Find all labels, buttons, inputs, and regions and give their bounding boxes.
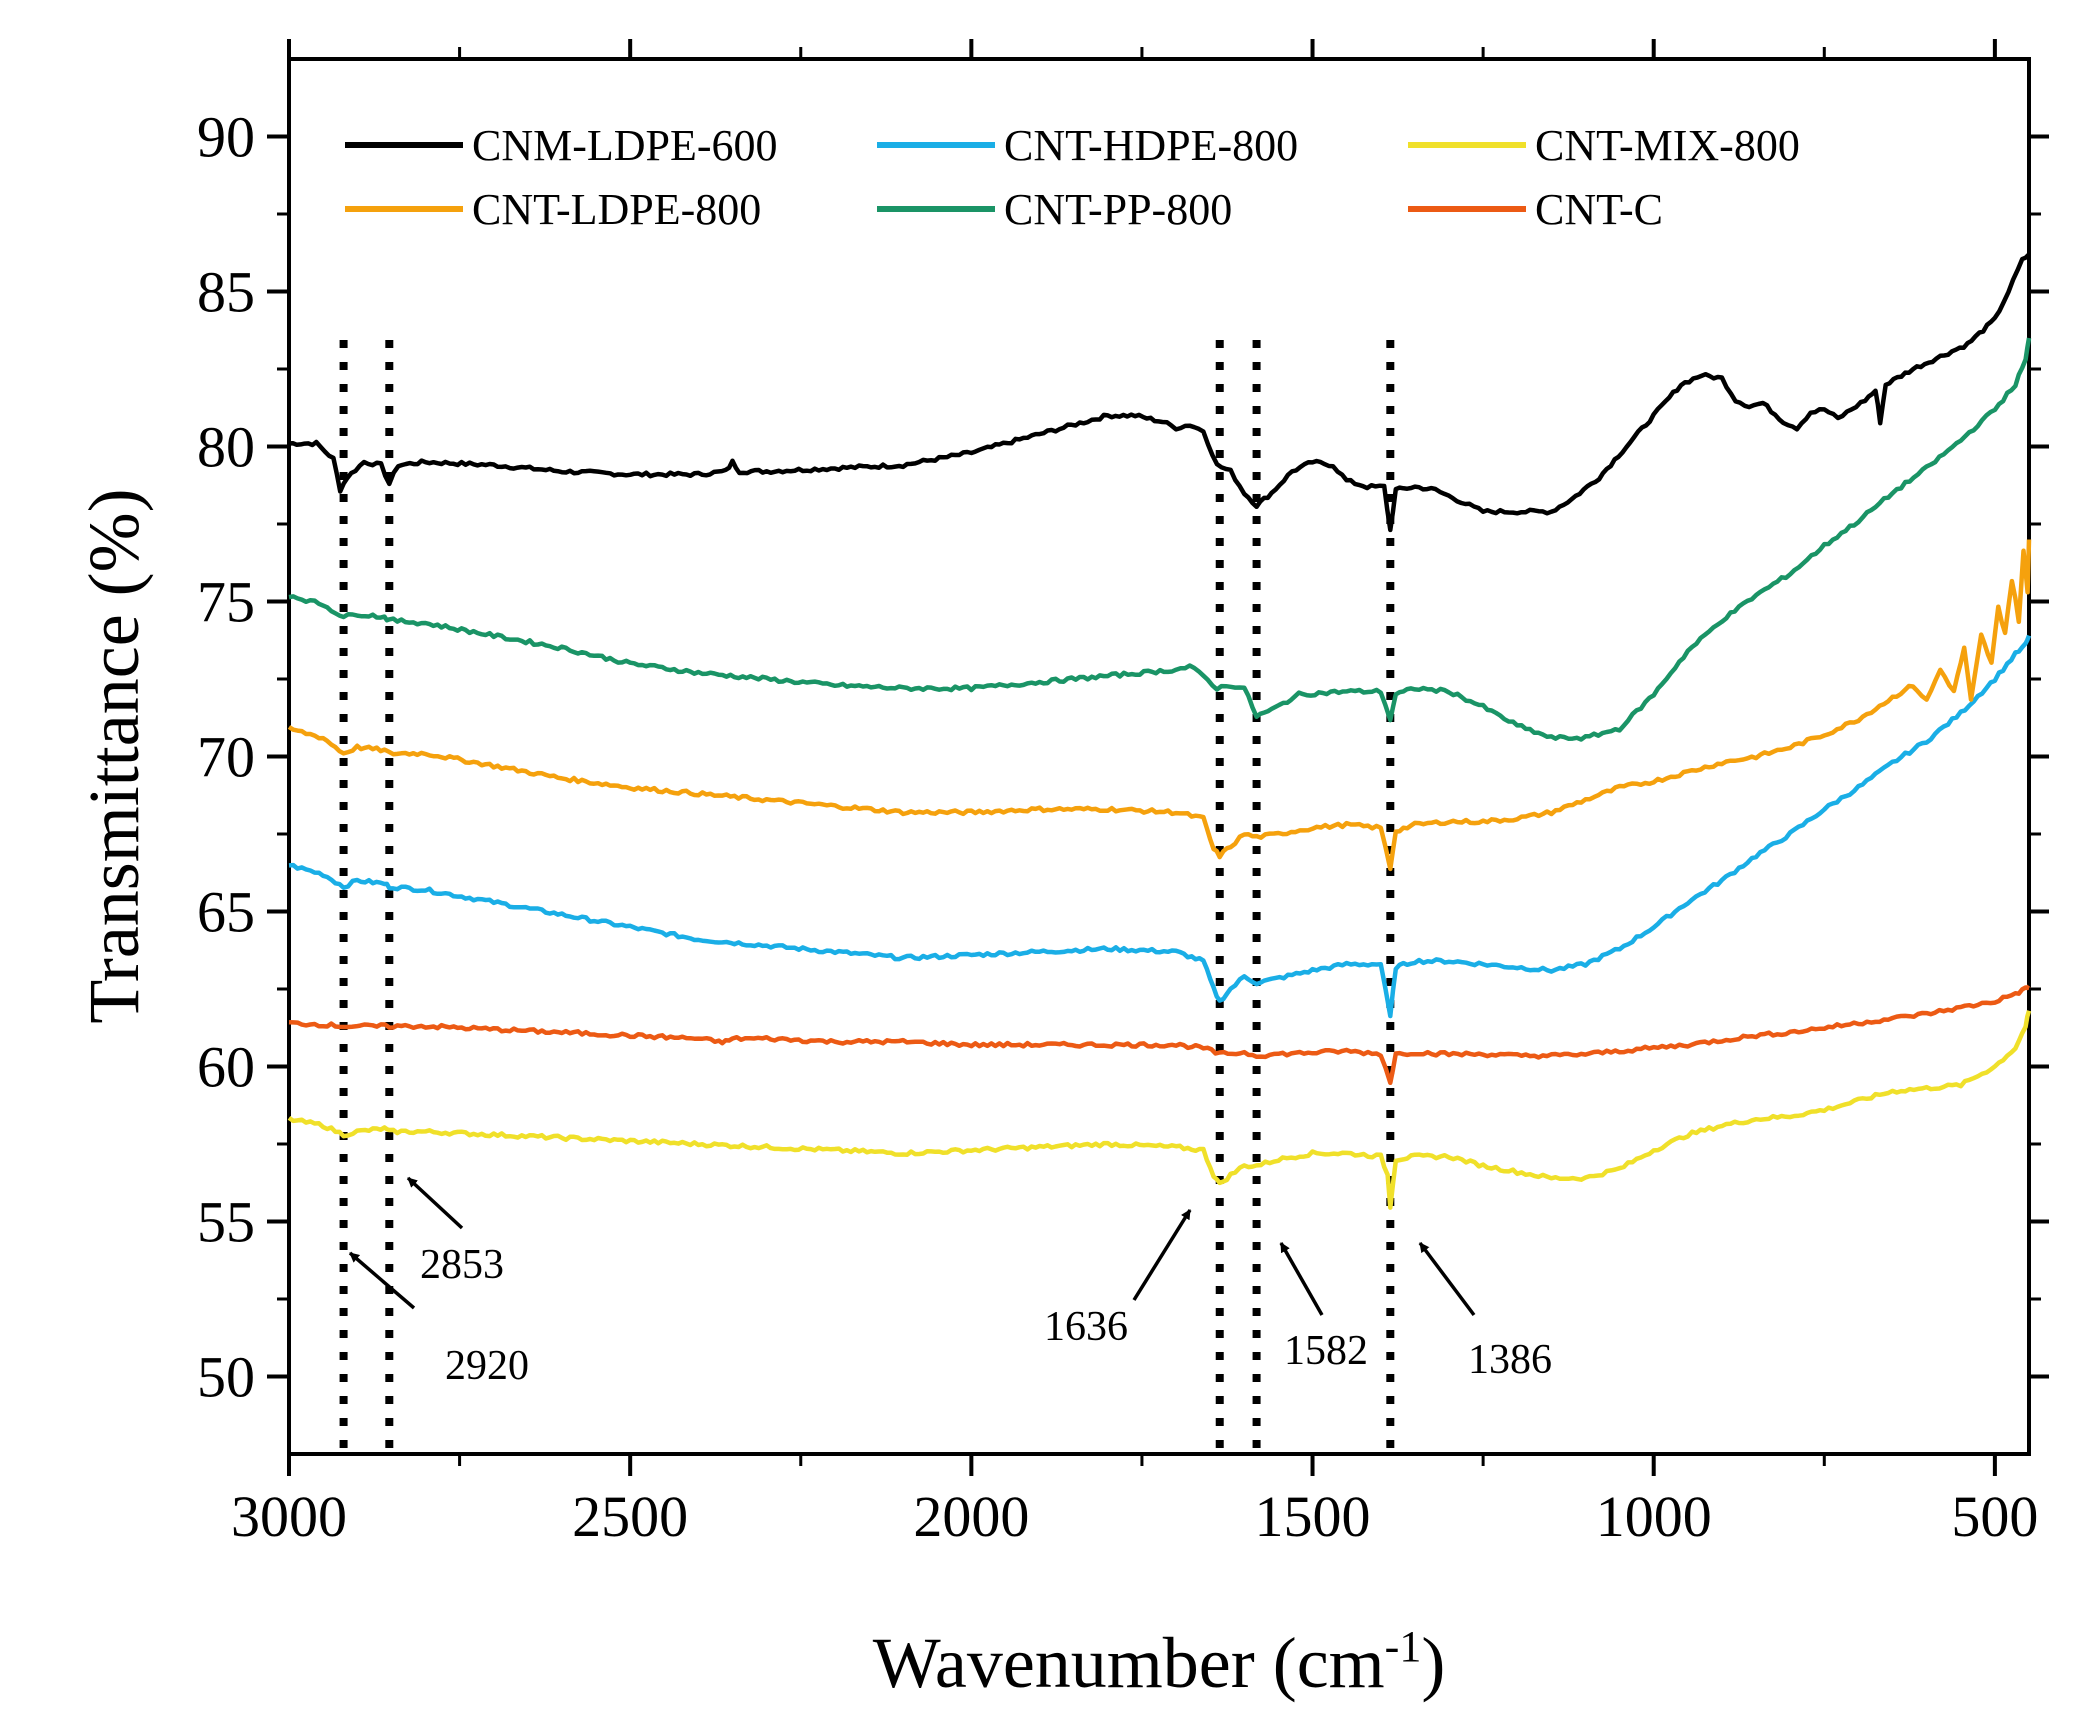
x-tick-label: 1500 [1255,1484,1371,1549]
x-axis-label-main: Wavenumber (cm [873,1623,1385,1703]
series-line-CNM-LDPE-600 [288,252,2031,533]
annotation-label-2853: 2853 [420,1242,504,1288]
y-tick-label: 70 [197,725,255,790]
legend-label-CNT-MIX-800: CNT-MIX-800 [1535,121,1800,170]
plot-frame [287,57,2031,1456]
y-tick-label: 90 [197,105,255,170]
y-tick-label: 80 [197,415,255,480]
legend-label-CNT-LDPE-800: CNT-LDPE-800 [472,185,761,234]
annotation-arrow-2920 [348,1251,416,1310]
x-tick-label: 2000 [913,1484,1029,1549]
x-tick-label: 2500 [572,1484,688,1549]
reference-lines [339,340,1395,1454]
x-axis-label-superscript: -1 [1385,1622,1422,1671]
legend: CNM-LDPE-600 CNT-HDPE-800 CNT-MIX-800 CNT-L… [345,121,1800,234]
annotation-arrow-1582 [1279,1242,1324,1316]
series-line-CNT-MIX-800 [287,1010,2032,1210]
y-tick-label: 50 [197,1345,255,1410]
series-line-CNT-LDPE-800 [287,539,2032,872]
x-tick-label: 500 [1951,1484,2038,1549]
x-tick-label: 3000 [231,1484,347,1549]
annotation-arrow-1386 [1418,1241,1476,1317]
y-tick-label: 55 [197,1190,255,1255]
legend-label-CNT-PP-800: CNT-PP-800 [1004,185,1232,234]
annotation-label-1582: 1582 [1284,1328,1368,1374]
annotations: 2853 2920 1636 1582 1386 [348,1176,1552,1389]
annotation-label-1636: 1636 [1044,1304,1128,1350]
y-tick-label: 75 [197,570,255,635]
annotation-label-1386: 1386 [1468,1337,1552,1383]
annotation-arrow-2853 [406,1176,464,1230]
x-axis-label-suffix: ) [1421,1623,1445,1703]
series-line-CNT-HDPE-800 [288,634,2032,1019]
y-axis-label: Transmittance (%) [74,488,154,1023]
annotation-arrow-1636 [1132,1209,1192,1301]
legend-label-CNT-HDPE-800: CNT-HDPE-800 [1004,121,1298,170]
y-tick-label: 65 [197,880,255,945]
axis-ticks: 3000 2500 2000 1500 1000 500 50 55 60 65 70 75 80 85 9… [197,39,2049,1549]
legend-label-CNT-C: CNT-C [1535,185,1663,234]
annotation-label-2920: 2920 [445,1343,529,1389]
series-line-CNT-PP-800 [288,337,2032,742]
series-group [287,252,2032,1210]
x-axis-label: Wavenumber (cm-1) [873,1622,1446,1703]
series-line-CNT-C [288,984,2031,1086]
x-tick-label: 1000 [1596,1484,1712,1549]
y-tick-label: 60 [197,1035,255,1100]
legend-label-CNM-LDPE-600: CNM-LDPE-600 [472,121,778,170]
y-tick-label: 85 [197,260,255,325]
